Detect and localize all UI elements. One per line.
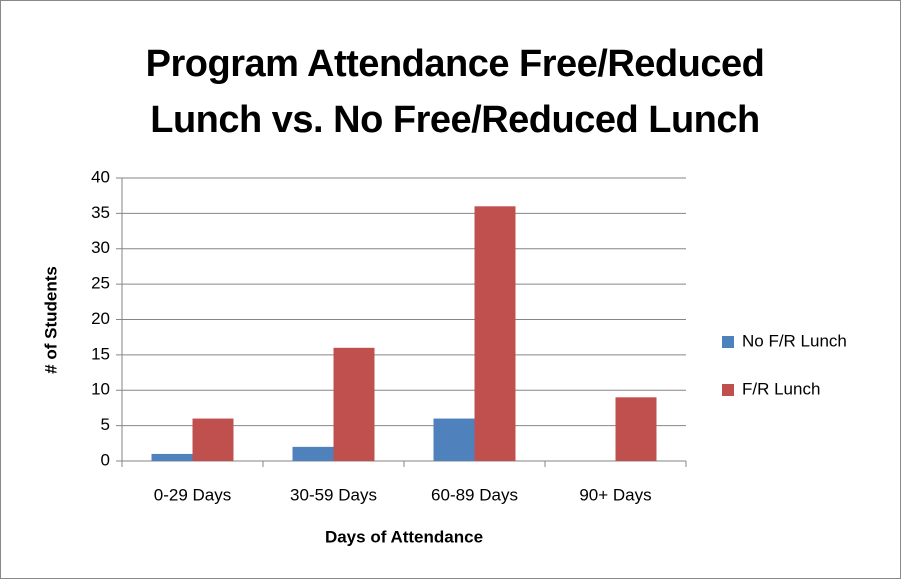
bar <box>474 206 516 461</box>
y-tick-label: 40 <box>91 167 110 186</box>
x-tick-label: 30-59 Days <box>290 485 377 504</box>
x-tick-label: 60-89 Days <box>431 485 518 504</box>
y-tick-label: 35 <box>91 203 110 222</box>
y-tick-label: 25 <box>91 274 110 293</box>
chart-title: Program Attendance Free/Reduced Lunch vs… <box>145 43 765 141</box>
bar <box>433 418 475 461</box>
legend-label: No F/R Lunch <box>742 331 847 350</box>
y-axis-label: # of Students <box>41 266 60 374</box>
y-tick-label: 30 <box>91 238 110 257</box>
y-tick-label: 15 <box>91 344 110 363</box>
y-tick-label: 20 <box>91 309 110 328</box>
bar <box>292 446 334 461</box>
bar <box>333 347 375 461</box>
legend-swatch <box>722 384 734 396</box>
legend-swatch <box>722 336 734 348</box>
legend-label: F/R Lunch <box>742 379 820 398</box>
bar <box>192 418 234 461</box>
y-tick-label: 5 <box>101 415 110 434</box>
y-tick-label: 10 <box>91 380 110 399</box>
x-axis-label: Days of Attendance <box>325 527 483 546</box>
y-tick-label: 0 <box>101 450 110 469</box>
bar <box>615 397 657 461</box>
x-tick-label: 0-29 Days <box>154 485 231 504</box>
x-tick-label: 90+ Days <box>579 485 651 504</box>
bar <box>151 453 193 461</box>
